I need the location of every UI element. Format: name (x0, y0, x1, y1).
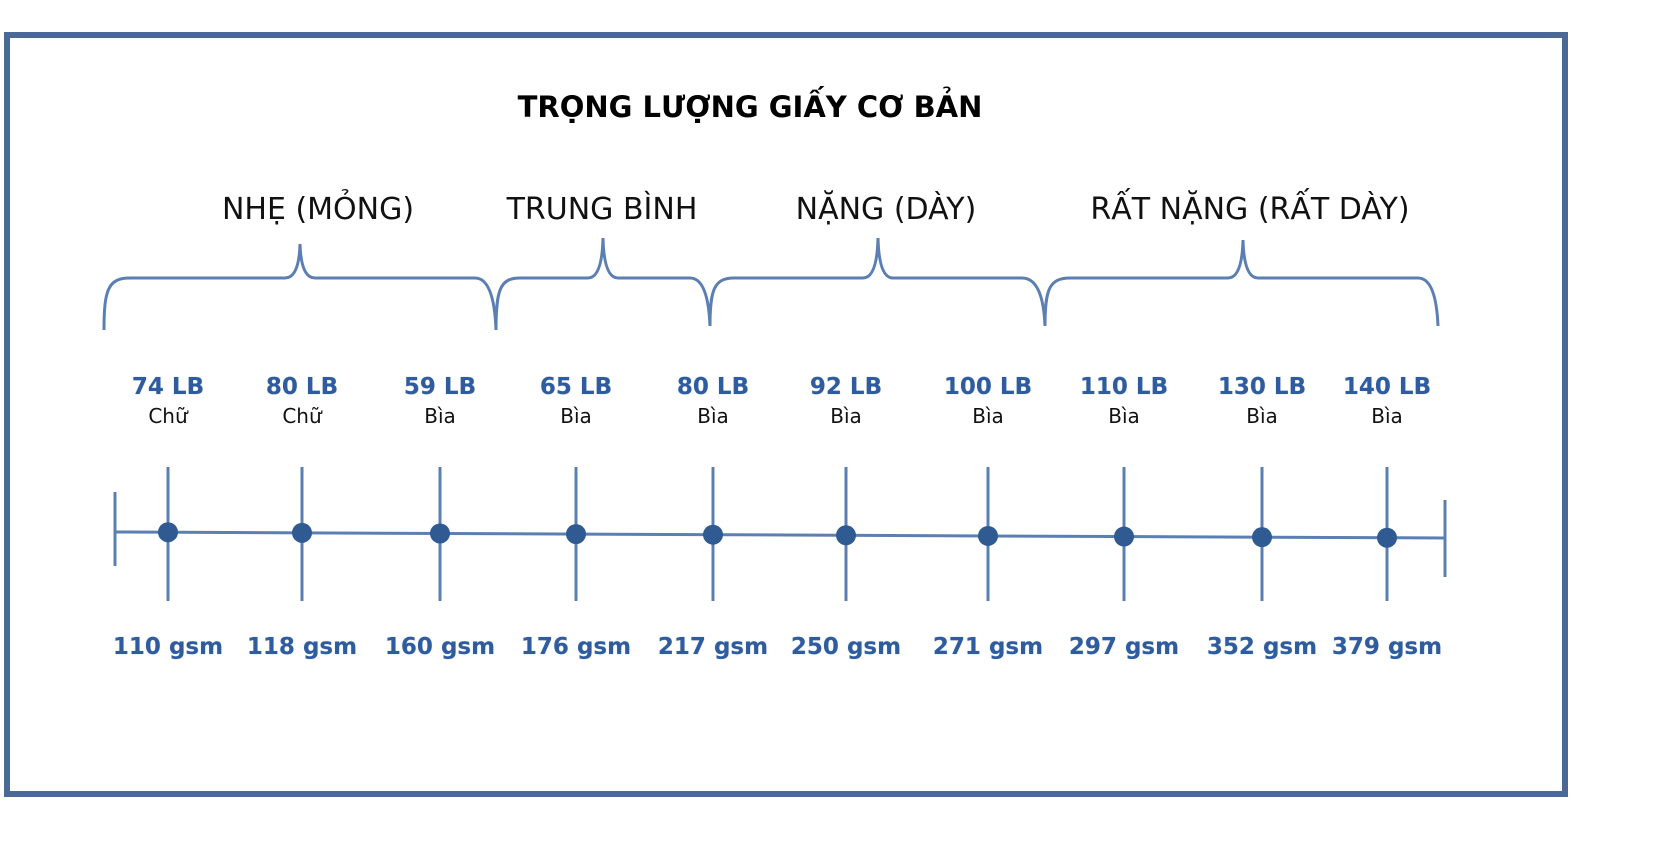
group-label-light: NHẸ (MỎNG) (221, 192, 415, 227)
brace-extra-heavy (1043, 239, 1440, 327)
gsm-label: 271 gsm (932, 634, 1044, 660)
gsm-label: 176 gsm (520, 634, 632, 660)
gsm-label: 352 gsm (1206, 634, 1318, 660)
timeline-dot (1252, 527, 1272, 548)
group-label-extra-heavy: RẤT NẶNG (RẤT DÀY) (1090, 192, 1410, 227)
timeline-dot (430, 523, 450, 544)
group-label-medium: TRUNG BÌNH (506, 192, 698, 227)
axis-line (114, 530, 1446, 540)
paper-type-label: Bìa (830, 404, 862, 428)
basis-weight-label: 65 LB (539, 374, 613, 400)
gsm-label: 217 gsm (657, 634, 769, 660)
basis-weight-label: 140 LB (1342, 374, 1432, 400)
paper-type-label: Chữ (282, 404, 322, 428)
paper-type-label: Bìa (560, 404, 592, 428)
basis-weight-label: 92 LB (809, 374, 883, 400)
timeline-dot (978, 525, 998, 546)
gsm-label: 250 gsm (790, 634, 902, 660)
timeline-dot (836, 525, 856, 546)
diagram-frame (4, 32, 1568, 797)
timeline-dot (292, 522, 312, 543)
basis-weight-label: 100 LB (943, 374, 1033, 400)
paper-type-label: Chữ (148, 404, 188, 428)
timeline-dot (1114, 526, 1134, 547)
basis-weight-label: 74 LB (131, 374, 205, 400)
basis-weight-label: 80 LB (676, 374, 750, 400)
gsm-label: 160 gsm (384, 634, 496, 660)
brace-medium (494, 237, 712, 331)
diagram-title: TRỌNG LƯỢNG GIẤY CƠ BẢN (517, 90, 983, 124)
brace-light (102, 243, 498, 331)
paper-type-label: Bìa (1246, 404, 1278, 428)
basis-weight-label: 130 LB (1217, 374, 1307, 400)
paper-type-label: Bìa (424, 404, 456, 428)
basis-weight-label: 80 LB (265, 374, 339, 400)
timeline-dot (1377, 527, 1397, 548)
brace-heavy (708, 237, 1047, 327)
paper-type-label: Bìa (1108, 404, 1140, 428)
tick-marks (158, 467, 1397, 601)
timeline-dot (566, 524, 586, 545)
paper-type-label: Bìa (1371, 404, 1403, 428)
gsm-label: 297 gsm (1068, 634, 1180, 660)
gsm-label: 379 gsm (1331, 634, 1443, 660)
paper-type-label: Bìa (972, 404, 1004, 428)
paper-type-label: Bìa (697, 404, 729, 428)
basis-weight-label: 110 LB (1079, 374, 1169, 400)
basis-weight-label: 59 LB (403, 374, 477, 400)
timeline-dot (158, 522, 178, 543)
group-label-heavy: NẶNG (DÀY) (795, 192, 977, 227)
gsm-label: 110 gsm (112, 634, 224, 660)
gsm-label: 118 gsm (246, 634, 358, 660)
timeline-dot (703, 524, 723, 545)
